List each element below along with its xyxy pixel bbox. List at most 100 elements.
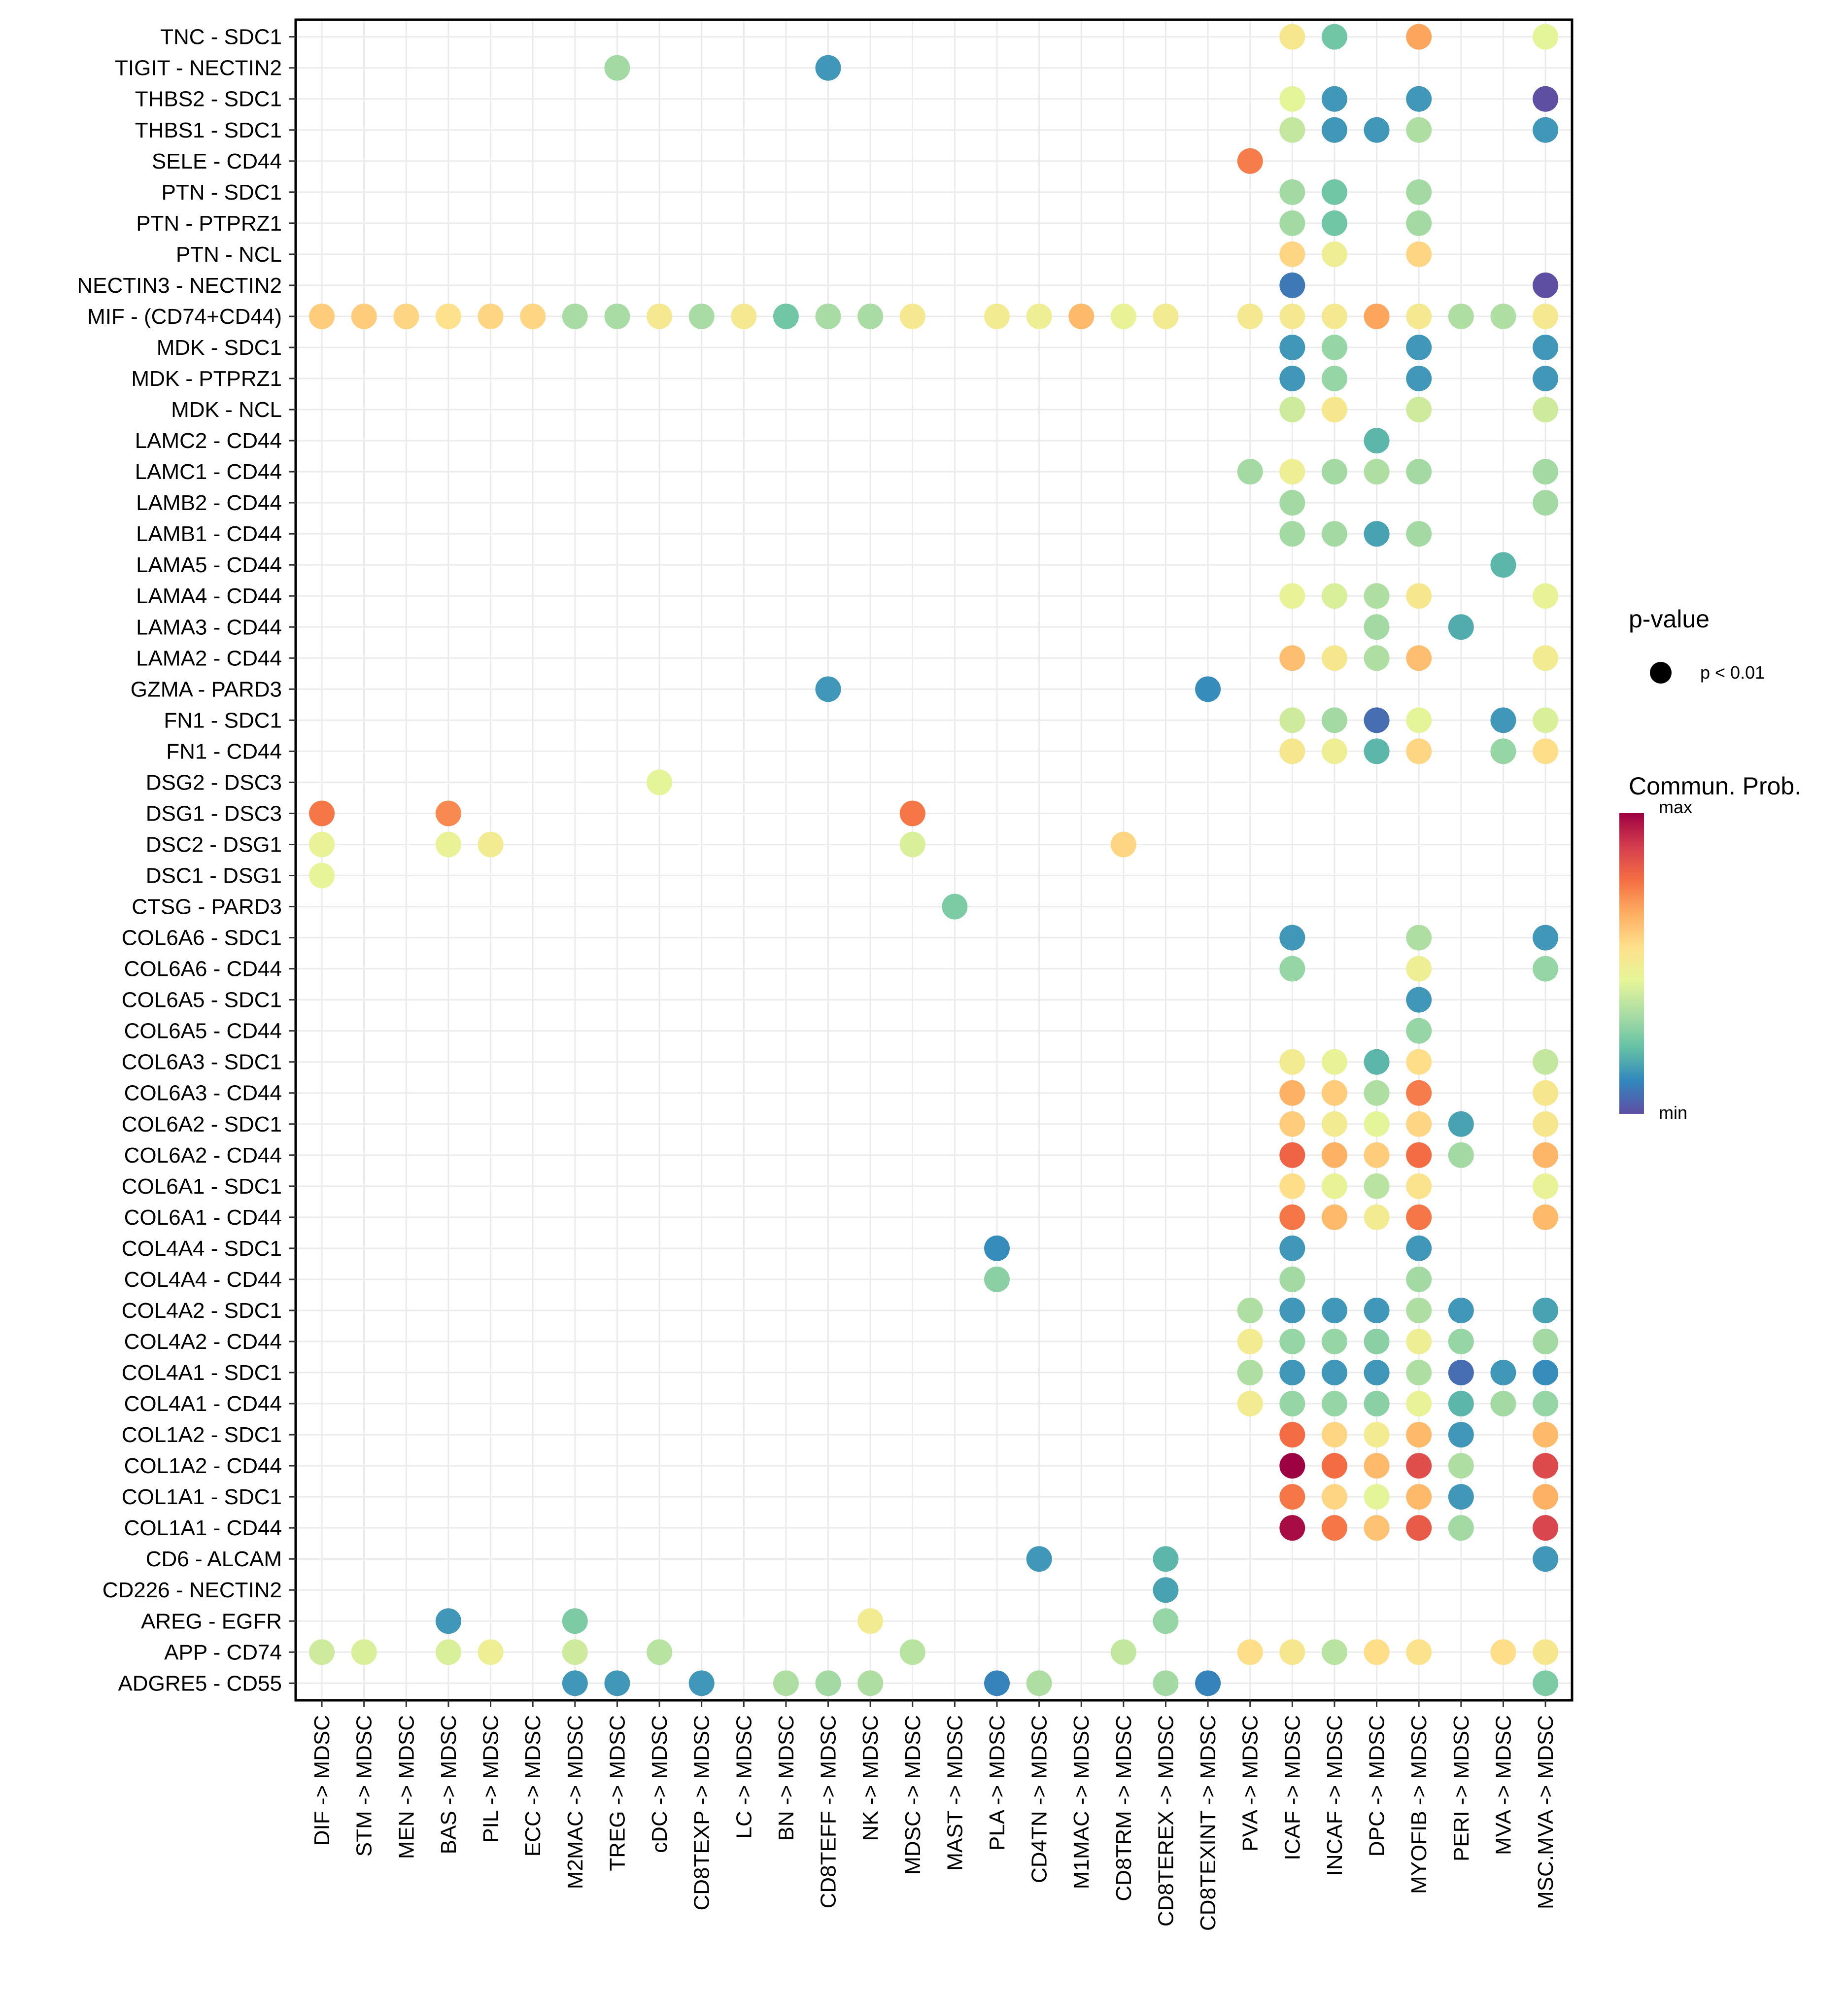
data-point — [1279, 521, 1305, 547]
data-point — [1448, 1297, 1474, 1323]
data-point — [1364, 645, 1390, 671]
data-point — [1533, 645, 1559, 671]
data-point — [1364, 117, 1390, 143]
x-tick-label: PERI -> MDSC — [1449, 1715, 1473, 1861]
y-tick-label: COL4A4 - SDC1 — [122, 1237, 282, 1261]
x-tick-label: MEN -> MDSC — [394, 1715, 418, 1859]
data-point — [1279, 1328, 1305, 1354]
x-tick-label: PIL -> MDSC — [479, 1715, 503, 1843]
data-point — [1321, 1111, 1347, 1137]
data-point — [1406, 1142, 1432, 1168]
data-point — [1279, 210, 1305, 236]
y-tick-label: DSG1 - DSC3 — [146, 801, 282, 826]
data-point — [1406, 645, 1432, 671]
data-point — [1364, 1453, 1390, 1479]
data-point — [1406, 241, 1432, 267]
data-point — [478, 831, 504, 858]
data-point — [1364, 428, 1390, 454]
data-point — [1490, 1639, 1516, 1665]
y-tick-label: THBS2 - SDC1 — [135, 87, 282, 111]
data-point — [1279, 1173, 1305, 1199]
data-point — [1364, 1391, 1390, 1417]
data-point — [1364, 738, 1390, 764]
data-point — [1321, 645, 1347, 671]
y-tick-label: ADGRE5 - CD55 — [118, 1671, 282, 1695]
y-tick-label: COL1A2 - CD44 — [124, 1454, 282, 1478]
data-point — [309, 800, 335, 826]
data-point — [478, 1639, 504, 1665]
data-point — [899, 303, 925, 329]
data-point — [1279, 1453, 1305, 1479]
y-tick-label: DSC2 - DSG1 — [146, 832, 282, 857]
data-point — [1448, 614, 1474, 640]
data-point — [1533, 1546, 1559, 1572]
data-point — [1279, 1049, 1305, 1075]
data-point — [1321, 179, 1347, 205]
data-point — [1448, 1453, 1474, 1479]
y-tick-label: LAMB2 - CD44 — [136, 491, 282, 515]
data-point — [1364, 583, 1390, 609]
data-point — [1364, 1422, 1390, 1448]
x-tick-label: INCAF -> MDSC — [1323, 1715, 1347, 1876]
data-point — [1321, 1453, 1347, 1479]
legend-pvalue-title: p-value — [1629, 605, 1710, 633]
data-point — [1321, 1484, 1347, 1510]
data-point — [1279, 738, 1305, 764]
x-tick-label: M2MAC -> MDSC — [563, 1715, 587, 1889]
y-tick-label: COL6A5 - CD44 — [124, 1019, 282, 1043]
y-tick-label: FN1 - SDC1 — [164, 708, 282, 732]
data-point — [815, 55, 841, 81]
y-tick-label: NECTIN3 - NECTIN2 — [77, 274, 282, 298]
data-point — [1279, 366, 1305, 392]
legend: p-value p < 0.01 Commun. Prob. max min — [1619, 605, 1801, 1123]
data-point — [393, 303, 419, 329]
data-point — [1533, 1328, 1559, 1354]
data-point — [1279, 117, 1305, 143]
data-point — [1153, 1670, 1179, 1696]
y-tick-label: LAMB1 - CD44 — [136, 522, 282, 546]
panel-border — [294, 18, 1574, 1702]
data-point — [815, 676, 841, 702]
data-point — [1406, 366, 1432, 392]
x-axis: DIF -> MDSC STM -> MDSC MEN -> MDSC BAS -> … — [310, 1700, 1558, 1931]
y-tick-label: PTN - PTPRZ1 — [136, 211, 282, 236]
x-tick-label: STM -> MDSC — [352, 1715, 376, 1857]
data-point — [1406, 738, 1432, 764]
data-point — [1321, 24, 1347, 50]
y-tick-label: THBS1 - SDC1 — [135, 118, 282, 142]
data-point — [1279, 645, 1305, 671]
data-point — [1364, 303, 1390, 329]
data-point — [435, 800, 461, 826]
data-point — [1237, 1328, 1263, 1354]
data-point — [1364, 521, 1390, 547]
data-point — [1448, 1422, 1474, 1448]
y-tick-label: MDK - PTPRZ1 — [131, 367, 282, 391]
data-point — [1237, 1639, 1263, 1665]
data-point — [857, 1608, 884, 1634]
y-tick-label: LAMA4 - CD44 — [136, 584, 282, 608]
legend-color-min-label: min — [1659, 1102, 1687, 1123]
data-point — [309, 862, 335, 889]
data-point — [1364, 1049, 1390, 1075]
x-tick-label: CD4TN -> MDSC — [1027, 1715, 1052, 1883]
data-point — [1448, 1515, 1474, 1541]
data-point — [1321, 1142, 1347, 1168]
data-point — [1321, 1204, 1347, 1230]
data-point — [1153, 1608, 1179, 1634]
data-point — [1321, 86, 1347, 112]
data-point — [562, 1670, 588, 1696]
data-point — [604, 1670, 630, 1696]
y-tick-label: COL4A1 - SDC1 — [122, 1361, 282, 1385]
y-tick-label: COL6A5 - SDC1 — [122, 988, 282, 1012]
y-tick-label: COL6A2 - CD44 — [124, 1143, 282, 1168]
data-point — [647, 303, 673, 329]
data-point — [647, 769, 673, 795]
data-point — [351, 303, 377, 329]
data-point — [1321, 366, 1347, 392]
data-point — [562, 303, 588, 329]
y-tick-label: COL6A6 - CD44 — [124, 957, 282, 981]
data-point — [1533, 583, 1559, 609]
data-point — [1533, 1142, 1559, 1168]
data-point — [1533, 925, 1559, 951]
data-point — [1406, 1453, 1432, 1479]
